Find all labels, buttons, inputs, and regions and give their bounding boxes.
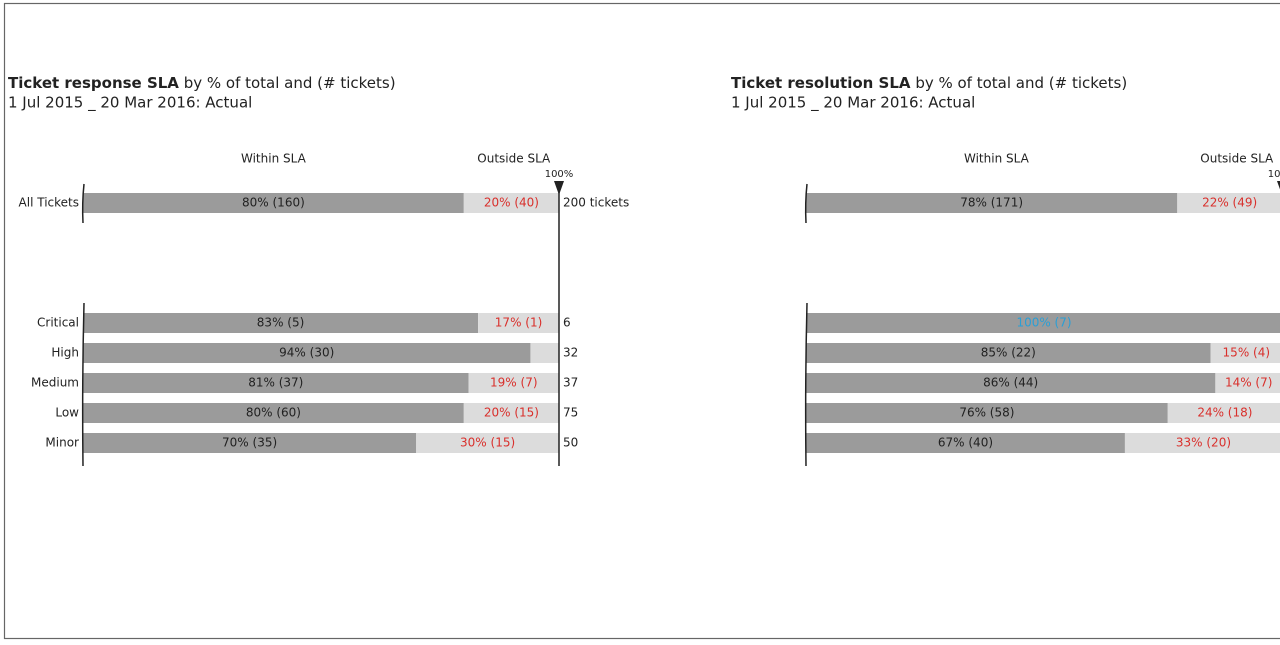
bar-segment: [478, 313, 559, 333]
legend-label: Within SLA: [241, 152, 307, 166]
bar-segment: [1124, 433, 1280, 453]
bar-segment: [806, 193, 1178, 213]
value-label: 30% (15): [460, 436, 515, 450]
category-label: Medium: [31, 376, 79, 390]
value-label: 20% (40): [484, 196, 539, 210]
total-label: 32: [563, 346, 578, 360]
tick-label: 100%: [1268, 169, 1280, 180]
total-label: 200 tickets: [563, 196, 629, 210]
value-label: 19% (7): [490, 376, 537, 390]
bar-segment: [806, 433, 1125, 453]
category-label: Minor: [45, 436, 79, 450]
value-label: 15% (4): [1223, 346, 1270, 360]
bar-segment: [416, 433, 559, 453]
bar-segment: [530, 343, 559, 363]
legend-label: Outside SLA: [1200, 152, 1274, 166]
value-label: 17% (1): [495, 316, 542, 330]
value-label: 20% (15): [484, 406, 539, 420]
value-label: 80% (60): [246, 406, 301, 420]
bar-segment: [806, 403, 1168, 423]
value-label: 67% (40): [938, 436, 993, 450]
value-label: 33% (20): [1176, 436, 1231, 450]
chart-subtitle: 1 Jul 2015 _ 20 Mar 2016: Actual: [8, 94, 252, 113]
bar-segment: [83, 373, 469, 393]
value-label: 76% (58): [959, 406, 1014, 420]
total-label: 37: [563, 376, 578, 390]
bar-segment: [463, 193, 559, 213]
chart-subtitle: 1 Jul 2015 _ 20 Mar 2016: Actual: [731, 94, 975, 113]
axis-bracket: [81, 183, 85, 224]
bar-segment: [1210, 343, 1280, 363]
total-label: 50: [563, 436, 578, 450]
category-label: High: [51, 346, 79, 360]
bar-segment: [806, 313, 1280, 333]
title-bold: Ticket resolution SLA: [731, 74, 911, 92]
title-note: by % of total and (# tickets): [915, 74, 1127, 92]
value-label: 78% (171): [960, 196, 1023, 210]
title-note: by % of total and (# tickets): [184, 74, 396, 92]
value-label: 85% (22): [981, 346, 1036, 360]
bar-segment: [1177, 193, 1280, 213]
bar-segment: [83, 193, 464, 213]
bar-segment: [83, 313, 479, 333]
total-label: 75: [563, 406, 578, 420]
total-label: 6: [563, 316, 571, 330]
value-label: 86% (44): [983, 376, 1038, 390]
value-label: 70% (35): [222, 436, 277, 450]
axis-bracket: [81, 302, 85, 467]
tick-label: 100%: [545, 169, 574, 180]
bar-segment: [83, 403, 464, 423]
chart-title: Ticket resolution SLA by % of total and …: [731, 74, 1127, 92]
category-label: All Tickets: [19, 196, 79, 210]
bar-segment: [468, 373, 559, 393]
target-marker: [1277, 181, 1280, 190]
value-label: 100% (7): [1016, 316, 1071, 330]
target-marker: [554, 181, 564, 195]
frame: [3, 2, 1280, 640]
value-label: 22% (49): [1202, 196, 1257, 210]
bar-segment: [463, 403, 559, 423]
bar-segment: [83, 343, 531, 363]
category-label: Low: [55, 406, 79, 420]
title-bold: Ticket response SLA: [8, 74, 179, 92]
value-label: 83% (5): [257, 316, 304, 330]
bar-segment: [1215, 373, 1280, 393]
category-label: Critical: [37, 316, 79, 330]
value-label: 14% (7): [1225, 376, 1272, 390]
value-label: 80% (160): [242, 196, 305, 210]
legend-label: Within SLA: [964, 152, 1030, 166]
value-label: 81% (37): [248, 376, 303, 390]
axis-bracket: [804, 183, 808, 224]
bar-segment: [806, 343, 1211, 363]
legend-label: Outside SLA: [477, 152, 551, 166]
bar-segment: [83, 433, 417, 453]
value-label: 94% (30): [279, 346, 334, 360]
bar-segment: [1167, 403, 1280, 423]
bar-segment: [806, 373, 1216, 393]
value-label: 24% (18): [1197, 406, 1252, 420]
axis-bracket: [804, 302, 808, 467]
chart-title: Ticket response SLA by % of total and (#…: [8, 74, 396, 92]
